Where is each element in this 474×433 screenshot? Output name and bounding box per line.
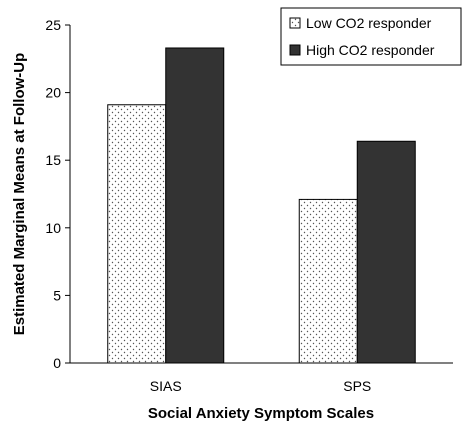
y-axis-title: Estimated Marginal Means at Follow-Up: [11, 53, 28, 336]
y-tick-label: 0: [53, 355, 61, 371]
legend-swatch-low: [289, 17, 301, 29]
bar-high-sps: [356, 140, 416, 364]
y-ticks-group: 0 5 10 15 20 25: [45, 17, 70, 371]
bar-low-sps: [298, 198, 358, 364]
x-axis-title: Social Anxiety Symptom Scales: [148, 405, 374, 422]
legend-swatch-high: [289, 44, 301, 56]
bars-group: [107, 47, 416, 364]
legend-label-high: High CO2 responder: [306, 42, 435, 58]
y-tick-label: 5: [53, 287, 61, 303]
x-tick-label: SPS: [343, 378, 371, 394]
x-tick-label: SIAS: [150, 378, 182, 394]
y-tick-label: 15: [45, 152, 61, 168]
y-tick-label: 10: [45, 220, 61, 236]
legend-label-low: Low CO2 responder: [306, 15, 432, 31]
bar-low-sias: [107, 104, 167, 364]
y-tick-label: 20: [45, 85, 61, 101]
bar-high-sias: [165, 47, 225, 364]
legend: Low CO2 responder High CO2 responder: [280, 7, 462, 66]
legend-box: [280, 7, 462, 66]
y-tick-label: 25: [45, 17, 61, 33]
x-ticks-group: SIAS SPS: [150, 378, 371, 394]
